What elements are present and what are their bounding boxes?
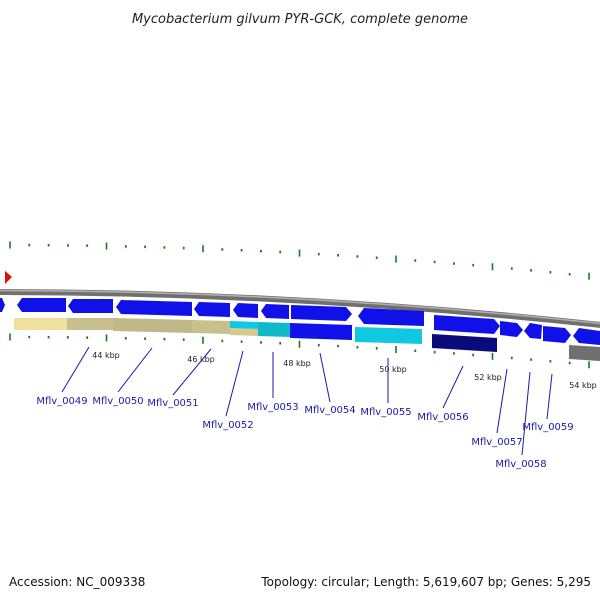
leader-line xyxy=(61,346,90,393)
gene-block-cyan[interactable] xyxy=(230,321,258,329)
gene-label-mflv-0059[interactable]: Mflv_0059 xyxy=(522,422,573,433)
gene-arrow[interactable] xyxy=(116,300,192,316)
gene-arrow[interactable] xyxy=(0,298,5,312)
gene-label-mflv-0052[interactable]: Mflv_0052 xyxy=(202,420,253,431)
gene-block-gray[interactable] xyxy=(569,345,600,361)
gene-label-mflv-0056[interactable]: Mflv_0056 xyxy=(417,412,468,423)
leader-line xyxy=(117,347,153,393)
tick-label-50kbp: 50 kbp xyxy=(379,365,407,374)
gene-arrow[interactable] xyxy=(261,304,289,319)
gene-arrow[interactable] xyxy=(233,303,258,318)
gene-block-navy[interactable] xyxy=(432,334,497,352)
gene-arrow[interactable] xyxy=(194,302,230,317)
gene-arrow[interactable] xyxy=(524,323,542,339)
feature-block-olive xyxy=(113,318,192,333)
leader-line xyxy=(319,352,331,403)
leader-line xyxy=(496,368,508,434)
gene-arrow[interactable] xyxy=(543,326,571,343)
leader-line xyxy=(546,373,553,420)
tick-label-44kbp: 44 kbp xyxy=(92,351,120,360)
feature-block-tan xyxy=(230,328,258,336)
gene-arrow[interactable] xyxy=(573,328,600,345)
gene-label-mflv-0051[interactable]: Mflv_0051 xyxy=(147,398,198,409)
gene-block-blue[interactable] xyxy=(290,323,352,340)
gene-arrow[interactable] xyxy=(68,299,113,313)
gene-block-cyan[interactable] xyxy=(258,322,290,337)
gene-labels: Mflv_0049 Mflv_0050 Mflv_0051 Mflv_0052 … xyxy=(36,396,573,470)
label-leader-lines xyxy=(61,346,553,456)
backbone-ring xyxy=(0,289,600,328)
gene-arrow[interactable] xyxy=(358,308,424,326)
gene-label-mflv-0055[interactable]: Mflv_0055 xyxy=(360,407,411,418)
tick-label-46kbp: 46 kbp xyxy=(187,355,215,364)
map-title: Mycobacterium gilvum PYR-GCK, complete g… xyxy=(132,12,468,27)
gene-label-mflv-0054[interactable]: Mflv_0054 xyxy=(304,405,355,416)
feature-block-olive xyxy=(192,320,230,334)
gene-track-forward xyxy=(0,298,600,345)
outer-tick-row xyxy=(9,241,590,280)
leader-line xyxy=(225,350,244,417)
gene-track-reverse xyxy=(14,318,600,361)
leader-line xyxy=(172,348,212,396)
leader-line xyxy=(442,365,464,409)
gene-label-mflv-0058[interactable]: Mflv_0058 xyxy=(495,459,546,470)
red-marker-icon xyxy=(5,271,12,284)
accession-text: Accession: NC_009338 xyxy=(9,575,145,589)
feature-block-tan xyxy=(14,318,67,330)
kbp-tick-labels: 44 kbp 46 kbp 48 kbp 50 kbp 52 kbp 54 kb… xyxy=(92,351,597,390)
gene-arrow[interactable] xyxy=(291,305,352,321)
gene-arrow[interactable] xyxy=(500,321,523,337)
gene-label-mflv-0057[interactable]: Mflv_0057 xyxy=(471,437,522,448)
gene-label-mflv-0050[interactable]: Mflv_0050 xyxy=(92,396,143,407)
gene-arrow[interactable] xyxy=(434,315,500,334)
tick-label-54kbp: 54 kbp xyxy=(569,381,597,390)
gene-label-mflv-0049[interactable]: Mflv_0049 xyxy=(36,396,87,407)
leader-line xyxy=(521,371,531,456)
gene-label-mflv-0053[interactable]: Mflv_0053 xyxy=(247,402,298,413)
topology-summary-text: Topology: circular; Length: 5,619,607 bp… xyxy=(260,575,591,589)
inner-tick-row xyxy=(9,333,590,369)
tick-label-48kbp: 48 kbp xyxy=(283,359,311,368)
backbone-highlight xyxy=(0,289,600,325)
tick-label-52kbp: 52 kbp xyxy=(474,373,502,382)
feature-block-olive xyxy=(67,318,113,330)
gene-block-cyan[interactable] xyxy=(355,327,422,344)
gene-arrow[interactable] xyxy=(17,298,66,312)
